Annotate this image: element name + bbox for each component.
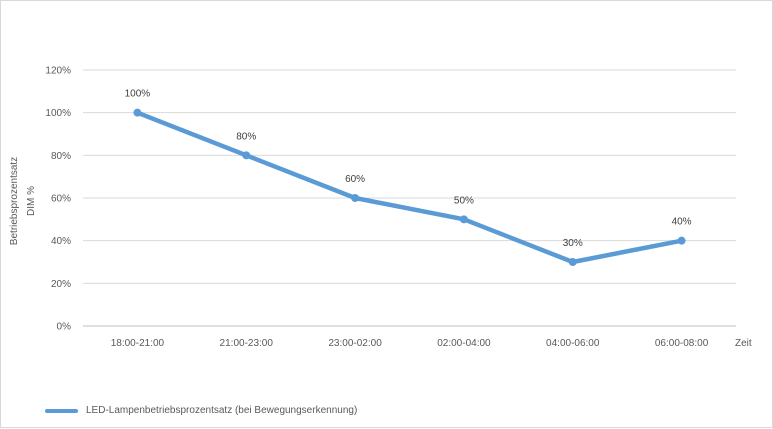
y-tick-label: 0% xyxy=(57,322,72,333)
legend-label: LED-Lampenbetriebsprozentsatz (bei Beweg… xyxy=(86,405,358,416)
gridlines xyxy=(83,69,736,327)
data-label: 30% xyxy=(563,238,583,249)
data-point xyxy=(242,151,251,160)
y-tick-label: 120% xyxy=(45,66,71,77)
y-tick-label: 40% xyxy=(51,236,71,247)
x-tick-label: 18:00-21:00 xyxy=(111,338,165,349)
y-axis-subtitle: DIM % xyxy=(26,186,37,216)
data-point xyxy=(459,215,468,224)
y-tick-label: 60% xyxy=(51,194,71,205)
x-tick-label: 06:00-08:00 xyxy=(655,338,709,349)
legend-swatch xyxy=(45,408,78,413)
series-line xyxy=(135,110,684,265)
data-label: 100% xyxy=(125,89,151,100)
y-tick-label: 100% xyxy=(45,108,71,119)
data-point xyxy=(677,236,686,245)
y-axis-ticks: 0% 20% 40% 60% 80% 100% 120% xyxy=(45,66,71,333)
data-label: 60% xyxy=(345,174,365,185)
y-axis-title: Betriebsprozentsatz xyxy=(9,157,20,245)
data-point xyxy=(568,258,577,266)
data-label: 50% xyxy=(454,195,474,206)
x-axis-ticks: 18:00-21:00 21:00-23:00 23:00-02:00 02:00-0… xyxy=(111,338,709,349)
series-layer: 100% 80% 60% 50% 30% 40% xyxy=(125,89,692,266)
y-tick-label: 20% xyxy=(51,279,71,290)
x-tick-label: 04:00-06:00 xyxy=(546,338,600,349)
data-label: 40% xyxy=(672,217,692,228)
x-axis-title: Zeit xyxy=(735,338,752,349)
y-tick-label: 80% xyxy=(51,151,71,162)
x-tick-label: 23:00-02:00 xyxy=(328,338,382,349)
data-point xyxy=(133,108,142,117)
data-point xyxy=(351,194,360,202)
x-tick-label: 21:00-23:00 xyxy=(220,338,274,349)
legend: LED-Lampenbetriebsprozentsatz (bei Beweg… xyxy=(45,405,357,416)
data-label: 80% xyxy=(236,131,256,142)
x-tick-label: 02:00-04:00 xyxy=(437,338,491,349)
